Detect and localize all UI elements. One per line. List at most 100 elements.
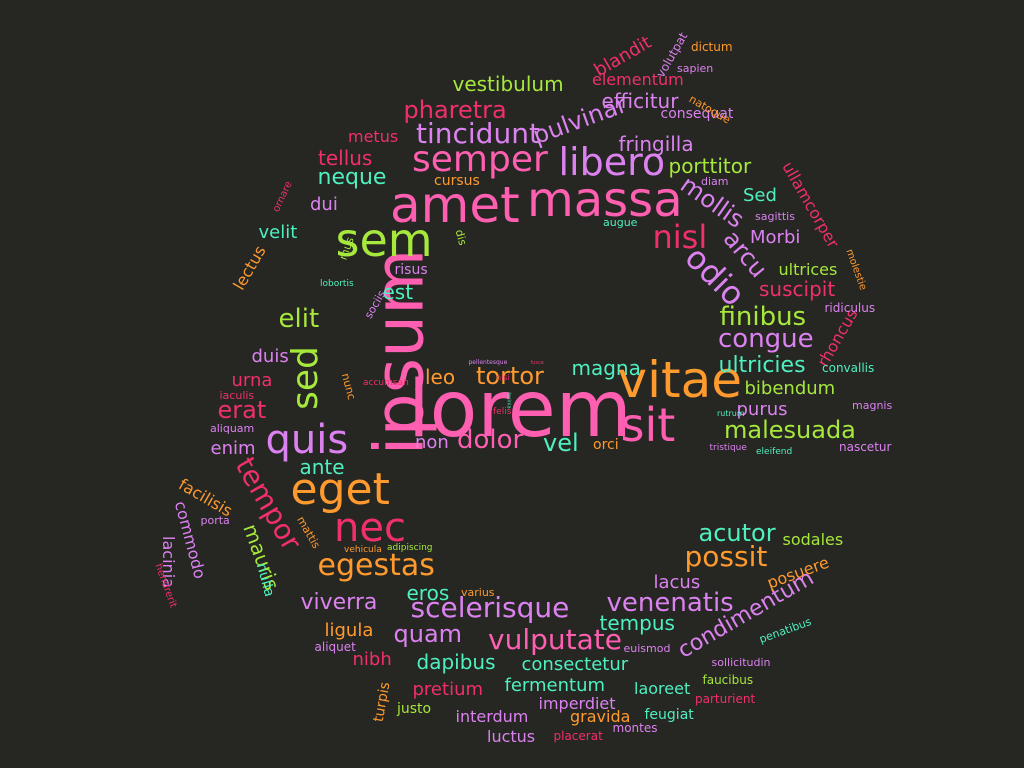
- word-74: imperdiet: [538, 694, 616, 713]
- word-100: sagittis: [755, 209, 795, 223]
- word-35: neque: [317, 165, 387, 190]
- word-14: scelerisque: [410, 591, 570, 624]
- word-9: eget: [290, 464, 390, 515]
- word-101: augue: [603, 215, 638, 229]
- word-40: ultricies: [718, 353, 806, 378]
- word-11: nec: [334, 505, 406, 551]
- word-12: sed: [284, 346, 326, 410]
- word-67: pretium: [412, 679, 484, 700]
- word-112: faucibus: [702, 673, 754, 687]
- word-22: tortor: [476, 362, 544, 390]
- word-103: ridiculus: [824, 301, 876, 315]
- word-69: fermentum: [504, 675, 606, 696]
- word-20: nisl: [652, 218, 708, 256]
- word-7: semper: [412, 139, 548, 180]
- word-51: porttitor: [668, 154, 752, 178]
- word-107: tristique: [709, 442, 747, 453]
- word-2: amet: [390, 176, 520, 234]
- word-37: erat: [217, 396, 267, 424]
- word-44: dapibus: [416, 650, 496, 674]
- word-87: lectus: [229, 242, 270, 294]
- word-53: bibendum: [744, 378, 836, 399]
- word-29: pharetra: [403, 96, 507, 124]
- word-94: risus: [394, 262, 428, 278]
- word-115: placerat: [553, 729, 603, 743]
- word-113: parturient: [695, 692, 756, 706]
- word-99: diam: [701, 174, 729, 188]
- word-137: lacinia: [505, 391, 512, 409]
- word-39: magna: [571, 356, 641, 380]
- word-114: euismod: [623, 641, 671, 655]
- word-96: sapien: [677, 61, 714, 75]
- word-105: magnis: [852, 398, 893, 412]
- word-65: ligula: [324, 620, 374, 641]
- word-6: sem: [335, 213, 433, 267]
- word-122: adipiscing: [387, 542, 433, 553]
- word-66: nibh: [352, 649, 392, 670]
- word-63: Sed: [743, 185, 777, 206]
- word-119: porta: [200, 513, 230, 527]
- word-89: metus: [348, 127, 399, 146]
- word-135: pellentesque: [468, 359, 508, 366]
- word-78: lacus: [653, 572, 701, 593]
- word-117: varius: [461, 585, 495, 599]
- word-43: tempus: [599, 611, 675, 635]
- word-133: lobortis: [320, 278, 354, 289]
- word-121: vehicula: [344, 544, 382, 555]
- word-109: nascetur: [839, 440, 892, 454]
- word-58: urna: [231, 370, 273, 391]
- word-106: rutrum: [717, 409, 745, 418]
- word-57: duis: [251, 346, 289, 367]
- word-28: quam: [393, 620, 463, 648]
- word-91: turpis: [370, 680, 394, 724]
- word-3: massa: [527, 172, 683, 228]
- word-52: suscipit: [759, 277, 836, 301]
- word-124: iaculis: [219, 388, 255, 402]
- word-48: est: [382, 280, 414, 304]
- word-10: quis: [265, 417, 349, 463]
- word-38: vel: [543, 429, 579, 457]
- word-45: eros: [406, 581, 450, 605]
- word-60: dui: [310, 194, 338, 215]
- word-116: montes: [612, 721, 658, 735]
- word-5: sit: [620, 398, 676, 452]
- word-59: enim: [210, 438, 256, 459]
- word-23: malesuada: [724, 416, 856, 444]
- word-127: accumsan: [363, 377, 409, 388]
- word-55: leo: [425, 365, 456, 389]
- word-118: aliquet: [314, 640, 356, 654]
- word-41: viverra: [300, 590, 378, 615]
- word-82: elementum: [592, 70, 684, 89]
- word-77: sodales: [782, 530, 844, 549]
- word-33: vestibulum: [452, 72, 564, 96]
- word-73: gravida: [570, 707, 631, 726]
- word-110: penatibus: [756, 614, 813, 646]
- word-108: eleifend: [756, 446, 793, 457]
- word-21: dolor: [457, 425, 524, 455]
- word-62: Morbi: [750, 227, 801, 248]
- word-64: ultrices: [778, 260, 838, 279]
- word-56: non: [415, 432, 449, 453]
- word-54: purus: [736, 399, 788, 420]
- word-128: nisi: [496, 373, 510, 382]
- word-68: consectetur: [521, 654, 629, 675]
- word-125: aliquam: [210, 421, 255, 435]
- word-92: justo: [397, 701, 432, 717]
- word-75: feugiat: [644, 707, 694, 723]
- word-70: laoreet: [634, 679, 691, 698]
- word-27: acutor: [698, 519, 776, 547]
- word-132: dis: [452, 227, 470, 247]
- word-129: felis: [493, 406, 512, 417]
- word-26: possit: [684, 540, 768, 573]
- word-34: efficitur: [601, 89, 679, 113]
- word-71: interdum: [455, 707, 529, 726]
- word-18: tincidunt: [416, 117, 540, 150]
- word-95: dictum: [691, 40, 733, 54]
- word-104: convallis: [822, 361, 875, 375]
- word-0: lorem: [408, 365, 632, 455]
- word-15: egestas: [317, 548, 435, 583]
- word-72: luctus: [487, 727, 536, 746]
- word-93: orci: [593, 437, 619, 453]
- word-16: venenatis: [606, 588, 734, 618]
